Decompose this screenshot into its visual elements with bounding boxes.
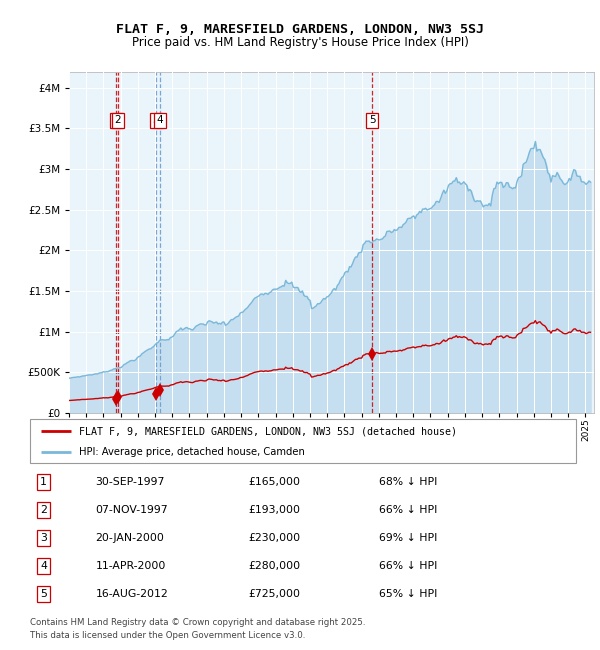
Text: HPI: Average price, detached house, Camden: HPI: Average price, detached house, Camd… <box>79 447 305 456</box>
Text: £165,000: £165,000 <box>248 477 301 487</box>
Text: 4: 4 <box>157 115 163 125</box>
Text: 2: 2 <box>40 505 47 515</box>
Text: 1: 1 <box>113 115 119 125</box>
Text: FLAT F, 9, MARESFIELD GARDENS, LONDON, NW3 5SJ (detached house): FLAT F, 9, MARESFIELD GARDENS, LONDON, N… <box>79 426 457 436</box>
Text: 2: 2 <box>115 115 121 125</box>
Text: 11-APR-2000: 11-APR-2000 <box>95 561 166 571</box>
Text: 69% ↓ HPI: 69% ↓ HPI <box>379 533 438 543</box>
Text: 66% ↓ HPI: 66% ↓ HPI <box>379 561 438 571</box>
Text: £725,000: £725,000 <box>248 589 301 599</box>
Text: 1: 1 <box>40 477 47 487</box>
Text: 5: 5 <box>40 589 47 599</box>
Text: 30-SEP-1997: 30-SEP-1997 <box>95 477 165 487</box>
Text: This data is licensed under the Open Government Licence v3.0.: This data is licensed under the Open Gov… <box>30 631 305 640</box>
Text: £280,000: £280,000 <box>248 561 301 571</box>
Text: 07-NOV-1997: 07-NOV-1997 <box>95 505 168 515</box>
Text: 66% ↓ HPI: 66% ↓ HPI <box>379 505 438 515</box>
Text: £193,000: £193,000 <box>248 505 301 515</box>
Text: 65% ↓ HPI: 65% ↓ HPI <box>379 589 438 599</box>
Text: 3: 3 <box>152 115 159 125</box>
Text: Contains HM Land Registry data © Crown copyright and database right 2025.: Contains HM Land Registry data © Crown c… <box>30 618 365 627</box>
Text: 5: 5 <box>369 115 376 125</box>
Text: 3: 3 <box>40 533 47 543</box>
Text: Price paid vs. HM Land Registry's House Price Index (HPI): Price paid vs. HM Land Registry's House … <box>131 36 469 49</box>
Text: 16-AUG-2012: 16-AUG-2012 <box>95 589 168 599</box>
Text: FLAT F, 9, MARESFIELD GARDENS, LONDON, NW3 5SJ: FLAT F, 9, MARESFIELD GARDENS, LONDON, N… <box>116 23 484 36</box>
Text: 20-JAN-2000: 20-JAN-2000 <box>95 533 164 543</box>
Text: £230,000: £230,000 <box>248 533 301 543</box>
Text: 68% ↓ HPI: 68% ↓ HPI <box>379 477 438 487</box>
Text: 4: 4 <box>40 561 47 571</box>
